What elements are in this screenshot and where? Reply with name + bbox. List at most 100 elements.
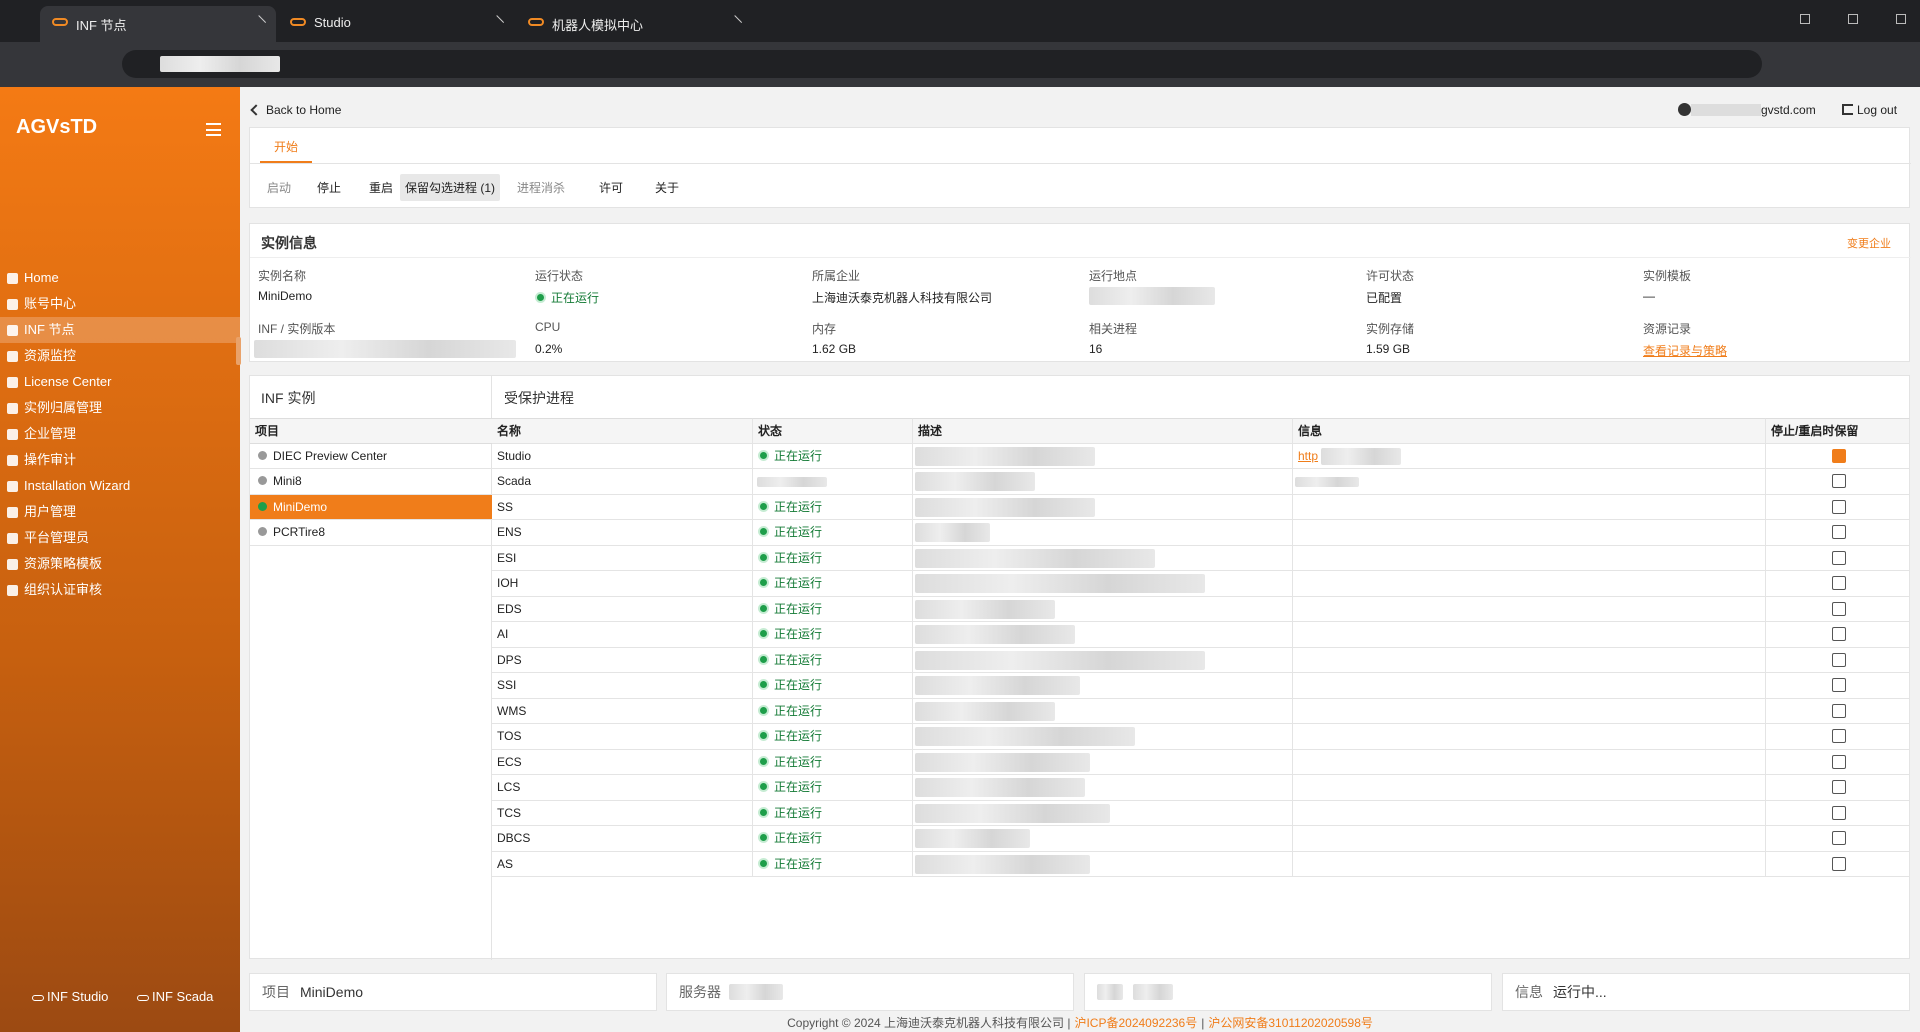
back-link[interactable]: Back to Home [250, 103, 341, 117]
toolbar-button[interactable]: 重启 [364, 174, 398, 201]
menu-toggle[interactable] [206, 123, 221, 136]
footer-link[interactable]: INF Scada [137, 989, 213, 1004]
footer-link[interactable]: INF Studio [32, 989, 108, 1004]
omnibox[interactable] [122, 50, 1762, 78]
nav-item[interactable]: 平台管理员 [0, 525, 240, 551]
nav-item[interactable]: 实例归属管理 [0, 395, 240, 421]
nav-item[interactable]: 资源监控 [0, 343, 240, 369]
process-status: 正在运行 [753, 520, 913, 546]
icp-link[interactable]: 沪ICP备2024092236号 [1074, 1016, 1198, 1030]
nav-item[interactable]: Installation Wizard [0, 473, 240, 499]
window-control[interactable] [1896, 14, 1906, 24]
process-status: 正在运行 [753, 698, 913, 724]
keep-checkbox[interactable] [1832, 831, 1846, 845]
field-value[interactable]: 查看记录与策略 [1643, 342, 1727, 359]
nav-item[interactable]: 企业管理 [0, 421, 240, 447]
toolbar-button[interactable]: 保留勾选进程 (1) [400, 174, 501, 201]
process-info [1293, 775, 1766, 801]
keep-cell [1766, 775, 1910, 801]
tab-close[interactable] [727, 15, 743, 30]
keep-checkbox[interactable] [1832, 627, 1846, 641]
nav-item[interactable]: 账号中心 [0, 291, 240, 317]
keep-checkbox[interactable] [1832, 729, 1846, 743]
instance-info: 实例信息 变更企业 实例名称 MiniDemo 运行状态 正在运行 所属企业 上海迪沃泰克机器… [249, 223, 1911, 362]
nav-label: 资源监控 [24, 348, 77, 363]
button-label: 关于 [655, 181, 680, 195]
status-value: MiniDemo [300, 984, 364, 1000]
browser-tab[interactable]: INF 节点 [40, 6, 276, 42]
toolbar-button[interactable]: 许可 [594, 174, 628, 201]
keep-checkbox[interactable] [1832, 703, 1846, 718]
nav-label: 用户管理 [24, 504, 77, 519]
process-info [1293, 494, 1766, 520]
process-name: TOS [492, 724, 753, 750]
process-desc [913, 749, 1293, 775]
field-label: 实例模板 [1643, 269, 1692, 283]
toolbar-button[interactable]: 停止 [312, 174, 346, 201]
keep-checkbox[interactable] [1832, 780, 1846, 794]
keep-checkbox[interactable] [1832, 601, 1846, 616]
tab-close[interactable] [489, 15, 505, 30]
keep-cell [1766, 596, 1910, 622]
keep-checkbox[interactable] [1832, 550, 1846, 565]
nav-item[interactable]: License Center [0, 369, 240, 395]
window-control[interactable] [1848, 14, 1858, 24]
keep-checkbox[interactable] [1832, 805, 1846, 820]
status-label: 信息 [1515, 984, 1543, 1000]
keep-checkbox[interactable] [1832, 754, 1846, 769]
process-desc [913, 851, 1293, 877]
nav-label: Installation Wizard [24, 478, 131, 493]
blurred-content [1295, 477, 1359, 487]
keep-cell [1766, 622, 1910, 648]
status-dot [758, 806, 769, 818]
divider [250, 257, 1911, 258]
new-tab[interactable] [760, 10, 774, 24]
nav-item[interactable]: 组织认证审核 [0, 577, 240, 603]
sidebar: AGVsTD Home 账号中心 INF 节点 资源监控 License Center 实例… [0, 87, 241, 1032]
process-desc [913, 673, 1293, 699]
blurred-content [915, 803, 1110, 823]
police-link[interactable]: 沪公网安备31011202020598号 [1208, 1016, 1373, 1030]
tab[interactable]: 开始 [260, 128, 313, 163]
status-dot [758, 602, 769, 614]
nav-item[interactable]: INF 节点 [0, 317, 240, 343]
nav-icon [7, 559, 18, 570]
info-link[interactable]: http [1298, 448, 1319, 463]
keep-cell [1766, 749, 1910, 775]
process-desc [913, 800, 1293, 826]
nav-label: 账号中心 [24, 296, 77, 311]
keep-checkbox[interactable] [1832, 678, 1846, 692]
keep-checkbox[interactable] [1832, 448, 1846, 463]
tab-close[interactable] [251, 15, 267, 30]
nav-item[interactable]: Home [0, 265, 240, 291]
status-text: 正在运行 [774, 448, 823, 463]
blurred-content [915, 727, 1135, 746]
panel-title: 实例信息 [261, 235, 317, 251]
toolbar-button[interactable]: 关于 [650, 174, 684, 201]
process-desc [913, 698, 1293, 724]
blurred-content [915, 650, 1205, 670]
instance-item[interactable]: DIEC Preview Center [250, 444, 492, 469]
keep-checkbox[interactable] [1832, 652, 1846, 667]
logout[interactable]: Log out [1842, 103, 1897, 117]
instance-item[interactable]: Mini8 [250, 469, 492, 495]
link-icon [32, 995, 44, 1001]
change-link[interactable]: 变更企业 [1847, 238, 1891, 250]
window-control[interactable] [1800, 14, 1810, 24]
instance-item[interactable]: MiniDemo [250, 494, 492, 520]
keep-checkbox[interactable] [1832, 474, 1846, 488]
keep-checkbox[interactable] [1832, 576, 1846, 590]
user[interactable]: gvstd.com [1678, 103, 1816, 117]
process-desc [913, 622, 1293, 648]
browser-tab[interactable]: Studio [278, 6, 514, 42]
keep-checkbox[interactable] [1832, 856, 1846, 871]
keep-checkbox[interactable] [1832, 525, 1846, 539]
browser-tab[interactable]: 机器人模拟中心 [516, 6, 752, 42]
button-label: 停止 [317, 181, 342, 195]
instance-item[interactable]: PCRTire8 [250, 520, 492, 546]
nav-item[interactable]: 资源策略模板 [0, 551, 240, 577]
keep-checkbox[interactable] [1832, 499, 1846, 514]
nav-item[interactable]: 用户管理 [0, 499, 240, 525]
nav-item[interactable]: 操作审计 [0, 447, 240, 473]
process-status: 正在运行 [753, 826, 913, 852]
